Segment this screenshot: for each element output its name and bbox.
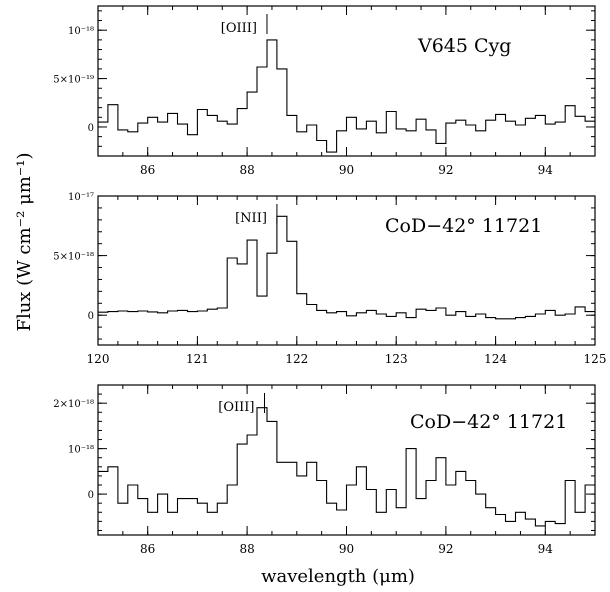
x-tick-label: 86 — [140, 542, 155, 556]
x-tick-label: 123 — [385, 352, 408, 366]
x-tick-label: 88 — [239, 542, 254, 556]
x-tick-label: 124 — [484, 352, 507, 366]
panel-label: CoD−42° 11721 — [385, 215, 542, 237]
panel-3: 86 88 90 92 94 0 10⁻¹⁸ 2×10⁻¹⁸ [OIII] CoD−42° 117… — [53, 384, 596, 556]
panel-frame — [97, 5, 596, 157]
x-tick-label: 94 — [538, 163, 554, 177]
x-tick-label: 92 — [438, 163, 453, 177]
y-tick-label: 10⁻¹⁸ — [68, 445, 94, 456]
y-tick-label: 10⁻¹⁸ — [68, 26, 94, 37]
spectrum-line — [98, 39, 595, 153]
spectrum-line — [98, 215, 595, 320]
y-tick-label: 5×10⁻¹⁹ — [53, 75, 94, 86]
x-tick-label: 88 — [239, 163, 254, 177]
x-tick-label: 120 — [87, 352, 110, 366]
panel-1: 86 88 90 92 94 0 5×10⁻¹⁹ 10⁻¹⁸ [OIII] V645 Cyg — [53, 5, 596, 177]
panel-frame — [97, 195, 596, 346]
x-tick-label: 92 — [438, 542, 453, 556]
x-tick-label: 125 — [584, 352, 607, 366]
y-tick-label: 0 — [88, 123, 94, 134]
y-tick-label: 5×10⁻¹⁸ — [53, 252, 94, 263]
y-tick-label: 0 — [88, 311, 94, 322]
line-label: [NII] — [235, 211, 267, 226]
line-label: [OIII] — [218, 400, 254, 415]
x-axis-label: wavelength (μm) — [261, 566, 415, 587]
y-axis-label: Flux (W cm⁻² μm⁻¹) — [14, 152, 35, 331]
x-tick-label: 122 — [285, 352, 308, 366]
spectrum-line — [98, 407, 595, 527]
panel-2: 120 121 122 123 124 125 0 5×10⁻¹⁸ 10⁻¹⁷ [NII] CoD−… — [53, 192, 606, 366]
x-tick-label: 121 — [186, 352, 209, 366]
x-tick-label: 90 — [339, 163, 354, 177]
y-tick-label: 0 — [88, 490, 94, 501]
x-tick-label: 94 — [538, 542, 554, 556]
y-tick-label: 10⁻¹⁷ — [68, 192, 94, 203]
line-label: [OIII] — [221, 21, 257, 36]
panel-label: V645 Cyg — [417, 35, 511, 57]
x-tick-label: 90 — [339, 542, 354, 556]
y-tick-label: 2×10⁻¹⁸ — [53, 399, 94, 410]
x-tick-label: 86 — [140, 163, 155, 177]
panel-label: CoD−42° 11721 — [410, 411, 567, 433]
